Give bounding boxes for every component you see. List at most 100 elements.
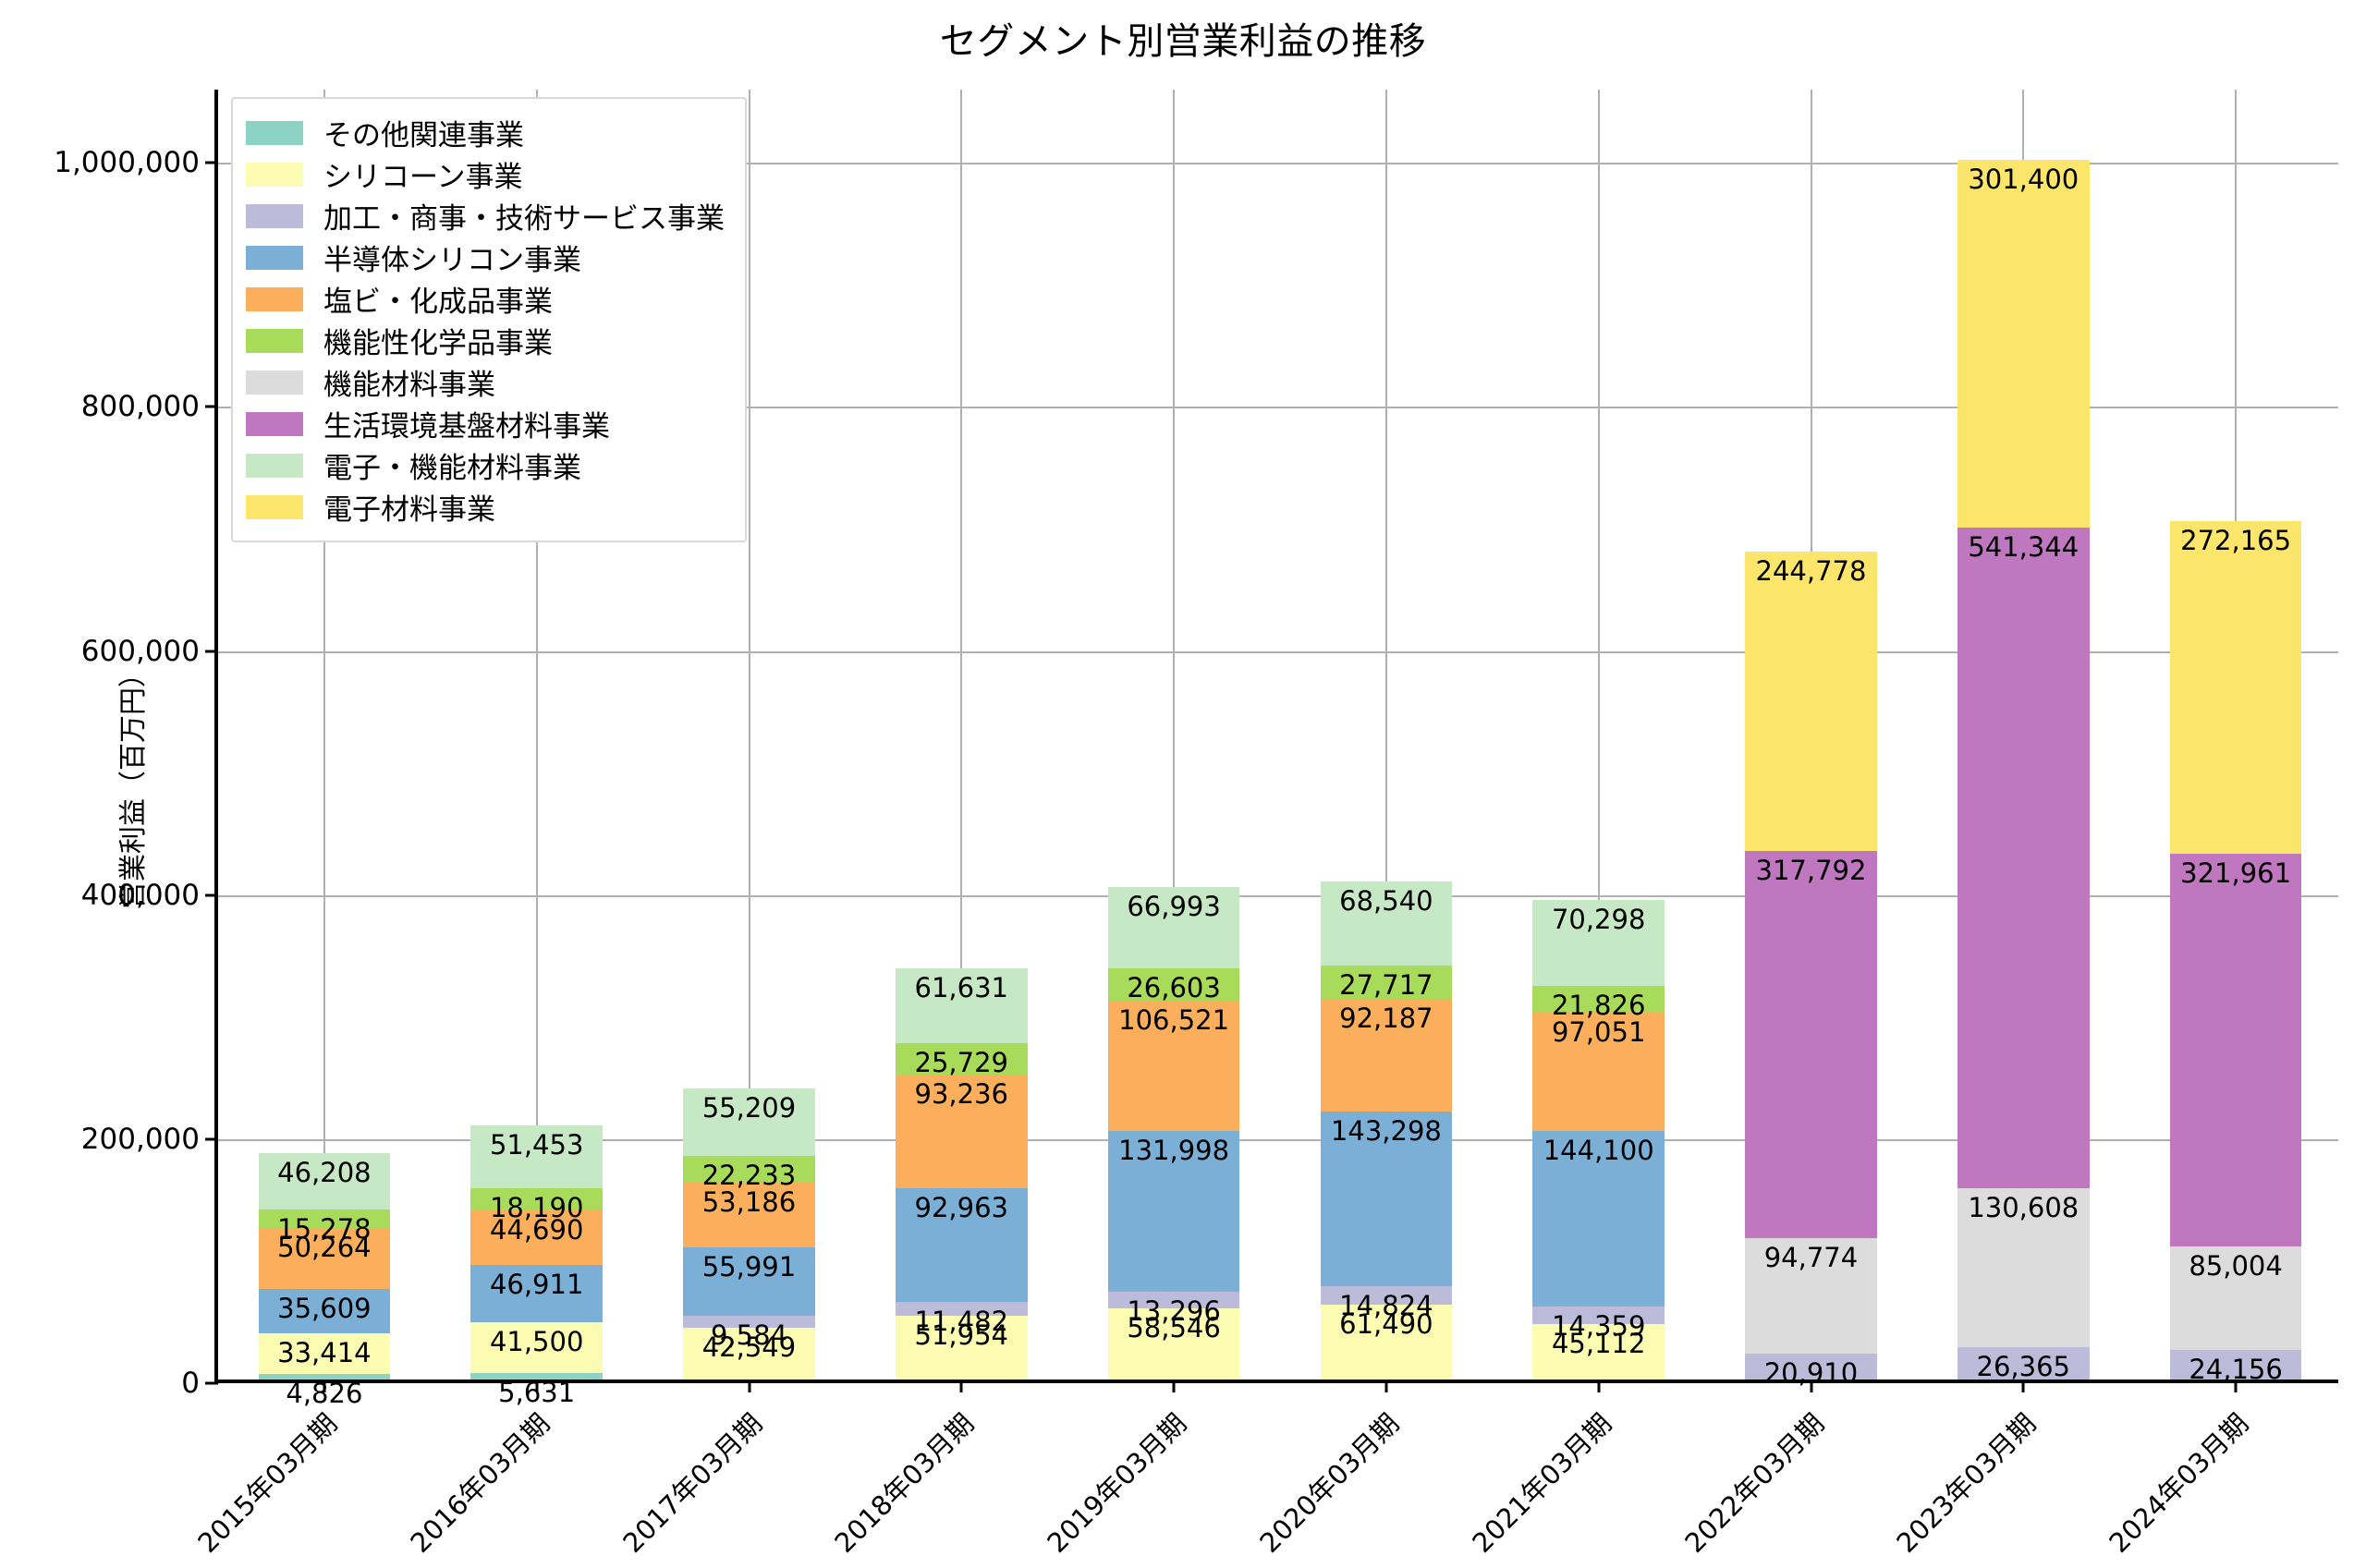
bar-segment[interactable]: 24,156 [2169,1350,2302,1385]
legend-item-8[interactable]: 電子・機能材料事業 [246,444,725,486]
legend-item-6[interactable]: 機能材料事業 [246,361,725,403]
bar-group[interactable]: 45,112 14,359 144,100 97,051 21,826 70,298 [1532,86,1665,1380]
bar-segment-value: 66,993 [1127,890,1221,922]
legend-swatch-icon [246,120,303,145]
bar-segment[interactable]: 97,051 [1532,1012,1665,1132]
x-tick-label: 2020年03月期 [1253,1407,1406,1560]
legend-item-2[interactable]: 加工・商事・技術サービス事業 [246,195,725,237]
y-tick-mark [205,1381,218,1385]
bar-segment-value: 46,208 [277,1156,372,1188]
bar-segment[interactable]: 317,792 [1745,850,1877,1239]
bar-segment[interactable]: 61,631 [896,967,1028,1044]
bar-segment[interactable]: 26,365 [1957,1347,2090,1383]
bar-group[interactable]: 26,365 130,608 541,344 301,400 [1957,86,2090,1383]
bar-segment[interactable]: 143,298 [1320,1111,1453,1287]
bar-segment[interactable]: 18,190 [470,1187,603,1223]
gridline-vertical [960,90,963,1380]
bar-segment-value: 41,500 [489,1325,584,1357]
bar-segment[interactable]: 131,998 [1107,1130,1240,1293]
bar-group[interactable]: 61,490 14,824 143,298 92,187 27,717 68,540 [1320,86,1453,1380]
bar-segment[interactable]: 4,826 [258,1373,391,1409]
bar-segment[interactable]: 301,400 [1957,159,2090,528]
bar-segment[interactable]: 55,991 [683,1247,815,1317]
bar-segment[interactable]: 15,278 [258,1209,391,1245]
gridline-horizontal [218,650,2338,653]
legend-swatch-icon [246,245,303,270]
bar-segment-value: 26,365 [1976,1351,2071,1383]
y-tick-label: 400,000 [80,878,200,912]
bar-segment[interactable]: 20,910 [1745,1354,1877,1389]
bar-segment[interactable]: 130,608 [1957,1187,2090,1348]
x-tick-label: 2017年03月期 [616,1407,768,1560]
bar-segment[interactable]: 41,500 [470,1321,603,1373]
bar-segment[interactable]: 321,961 [2169,853,2302,1246]
x-tick-label: 2018年03月期 [828,1407,981,1560]
bar-segment[interactable]: 21,826 [1532,986,1665,1021]
bar-segment[interactable]: 25,729 [896,1043,1028,1078]
y-tick-mark [205,650,218,653]
bar-group[interactable]: 20,910 94,774 317,792 244,778 [1745,86,1877,1389]
bar-segment-value: 53,186 [701,1185,797,1218]
bar-segment[interactable]: 58,546 [1107,1307,1240,1380]
bar-segment[interactable]: 541,344 [1957,527,2090,1188]
bar-segment[interactable]: 92,187 [1320,999,1453,1112]
gridline-vertical [748,90,750,1380]
bar-segment[interactable]: 94,774 [1745,1238,1877,1355]
bar-segment[interactable]: 46,208 [258,1152,391,1209]
bar-group[interactable]: 58,546 13,296 131,998 106,521 26,603 66,993 [1107,86,1240,1380]
bar-segment-value: 45,112 [1551,1328,1646,1360]
bar-segment[interactable]: 106,521 [1107,1001,1240,1131]
bar-segment[interactable]: 61,490 [1320,1304,1453,1380]
bar-segment[interactable]: 66,993 [1107,886,1240,968]
legend-label: 塩ビ・化成品事業 [323,286,553,319]
bar-segment[interactable]: 51,954 [896,1316,1028,1380]
bar-segment[interactable]: 14,359 [1532,1307,1665,1342]
x-tick-label: 2022年03月期 [1677,1407,1830,1560]
bar-segment[interactable]: 70,298 [1532,900,1665,987]
bar-segment[interactable]: 13,296 [1107,1292,1240,1327]
bar-segment[interactable]: 92,963 [896,1188,1028,1303]
bar-segment-value: 321,961 [2180,857,2292,889]
bar-segment[interactable]: 33,414 [258,1332,391,1374]
bar-segment-value: 131,998 [1118,1134,1230,1166]
bar-segment[interactable]: 45,112 [1532,1324,1665,1380]
bar-segment[interactable]: 5,631 [470,1372,603,1408]
legend-item-1[interactable]: シリコーン事業 [246,153,725,195]
bar-segment[interactable]: 68,540 [1320,881,1453,966]
bar-segment[interactable]: 9,584 [683,1316,815,1351]
bar-segment[interactable]: 22,233 [683,1155,815,1191]
bar-segment-value: 44,690 [489,1213,584,1246]
bar-group[interactable]: 24,156 85,004 321,961 272,165 [2169,86,2302,1385]
bar-segment[interactable]: 42,549 [683,1327,815,1380]
bar-segment[interactable]: 272,165 [2169,521,2302,854]
bar-segment[interactable]: 144,100 [1532,1131,1665,1307]
legend-item-9[interactable]: 電子材料事業 [246,486,725,528]
bar-segment[interactable]: 46,911 [470,1264,603,1322]
bar-group[interactable]: 51,954 11,482 92,963 93,236 25,729 61,631 [896,86,1028,1380]
bar-segment[interactable]: 93,236 [896,1075,1028,1189]
bar-segment[interactable]: 53,186 [683,1182,815,1248]
y-tick-label: 0 [181,1367,200,1400]
bar-segment-value: 55,991 [701,1251,797,1283]
y-axis-label: 営業利益（百万円） [117,659,150,909]
bar-segment[interactable]: 51,453 [470,1124,603,1188]
bar-segment[interactable]: 35,609 [258,1289,391,1333]
bar-segment[interactable]: 14,824 [1320,1286,1453,1321]
bar-segment[interactable]: 50,264 [258,1228,391,1290]
bar-segment[interactable]: 244,778 [1745,552,1877,851]
legend-item-7[interactable]: 生活環境基盤材料事業 [246,403,725,444]
legend-item-0[interactable]: その他関連事業 [246,112,725,153]
x-tick-mark [535,1380,539,1392]
gridline-vertical [1173,90,1176,1380]
legend-item-3[interactable]: 半導体シリコン事業 [246,237,725,278]
legend-swatch-icon [246,494,303,519]
legend-item-5[interactable]: 機能性化学品事業 [246,320,725,361]
bar-segment[interactable]: 44,690 [470,1209,603,1265]
bar-segment[interactable]: 27,717 [1320,965,1453,1001]
x-tick-mark [748,1380,750,1392]
bar-segment[interactable]: 26,603 [1107,967,1240,1003]
bar-segment[interactable]: 55,209 [683,1088,815,1156]
bar-segment[interactable]: 85,004 [2169,1246,2302,1351]
bar-segment[interactable]: 11,482 [896,1302,1028,1337]
legend-item-4[interactable]: 塩ビ・化成品事業 [246,278,725,320]
